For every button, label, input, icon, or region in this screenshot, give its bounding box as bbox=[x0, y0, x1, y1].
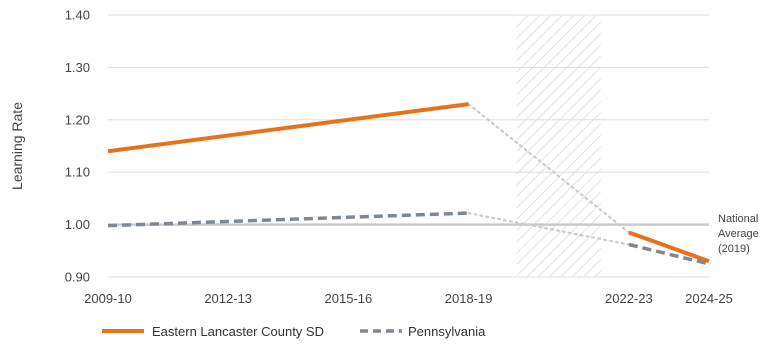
series-line bbox=[107, 102, 469, 154]
national-average-label: National Average (2019) bbox=[718, 213, 759, 255]
y-tick-label: 1.20 bbox=[65, 112, 90, 127]
x-tick-label: 2024-25 bbox=[685, 291, 733, 306]
legend-label: Pennsylvania bbox=[408, 324, 486, 339]
y-tick-label: 1.40 bbox=[65, 8, 90, 23]
legend-label: Eastern Lancaster County SD bbox=[152, 324, 324, 339]
series-line bbox=[628, 230, 710, 264]
x-tick-label: 2022-23 bbox=[605, 291, 653, 306]
shaded-period bbox=[516, 15, 601, 277]
y-tick-label: 1.10 bbox=[65, 165, 90, 180]
y-tick-label: 1.00 bbox=[65, 217, 90, 232]
gap-connector-line bbox=[467, 102, 630, 234]
x-tick-label: 2012-13 bbox=[204, 291, 252, 306]
national-average-label-line: Average bbox=[718, 228, 759, 240]
national-average-label-line: National bbox=[718, 213, 758, 225]
x-tick-label: 2015-16 bbox=[325, 291, 373, 306]
national-average-label-line: (2019) bbox=[718, 243, 750, 255]
x-tick-label: 2009-10 bbox=[84, 291, 132, 306]
x-tick-label: 2018-19 bbox=[445, 291, 493, 306]
y-axis-label: Learning Rate bbox=[9, 102, 25, 190]
y-tick-label: 0.90 bbox=[65, 270, 90, 285]
series-line bbox=[107, 211, 469, 228]
y-tick-label: 1.30 bbox=[65, 60, 90, 75]
